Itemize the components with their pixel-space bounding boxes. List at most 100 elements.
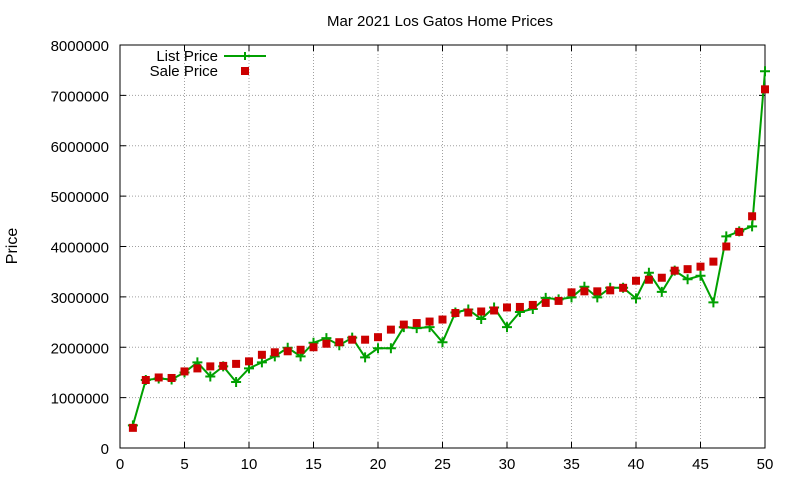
list-price-point: [760, 66, 770, 77]
sale-price-point: [477, 307, 486, 316]
sale-price-point: [503, 303, 511, 312]
sale-price-point: [425, 317, 434, 326]
sale-price-point: [232, 359, 241, 368]
series: [127, 66, 770, 432]
sale-price-point: [735, 227, 744, 236]
sale-price-point: [128, 423, 137, 432]
x-tick-label: 5: [180, 456, 188, 473]
y-tick-label: 7000000: [51, 88, 109, 105]
x-tick-label: 10: [241, 456, 258, 473]
legend-marker-sale-price: [241, 67, 249, 75]
sale-price-point: [644, 275, 653, 284]
y-tick-label: 6000000: [51, 139, 109, 156]
y-tick-label: 2000000: [51, 340, 109, 357]
sale-price-point: [412, 319, 421, 328]
y-tick-label: 8000000: [51, 38, 109, 55]
sale-price-point: [722, 242, 731, 251]
list-price-point: [385, 343, 396, 354]
y-tick-label: 5000000: [51, 189, 109, 206]
grid: [120, 45, 765, 448]
sale-price-point: [567, 288, 576, 297]
sale-price-point: [438, 315, 447, 324]
sale-price-point: [206, 362, 215, 371]
list-price-point: [360, 352, 371, 363]
list-price-point: [708, 297, 719, 308]
list-price-point: [373, 343, 383, 354]
x-tick-label: 50: [757, 456, 774, 473]
y-axis-label: Price: [4, 228, 21, 265]
list-price-point: [721, 231, 732, 242]
legend-marker-list-price: [241, 52, 249, 60]
axis-ticks: 0 5 10 15 20 25 30 35 40 45 50 0 1000000 2000000 30000…: [51, 38, 774, 473]
sale-price-point: [167, 373, 176, 382]
x-tick-label: 35: [563, 456, 580, 473]
x-tick-label: 15: [305, 456, 322, 473]
list-price-point: [231, 377, 242, 388]
sale-price-point: [709, 257, 718, 266]
sale-price-point: [748, 212, 757, 221]
sale-price-point: [554, 296, 563, 305]
sale-price-point: [696, 262, 705, 271]
sale-price-point: [296, 345, 305, 354]
x-tick-label: 0: [116, 456, 124, 473]
sale-price-point: [141, 375, 150, 384]
y-tick-label: 0: [101, 441, 109, 458]
x-tick-label: 40: [628, 456, 645, 473]
sale-price-point: [657, 273, 666, 282]
sale-price-point: [515, 302, 524, 311]
legend: List Price Sale Price: [150, 48, 266, 80]
y-tick-label: 3000000: [51, 290, 109, 307]
sale-price-point: [219, 361, 228, 370]
list-price-point: [682, 274, 693, 285]
y-tick-label: 1000000: [51, 391, 109, 408]
sale-price-point: [386, 325, 395, 334]
sale-price-point: [541, 298, 550, 307]
y-tick-label: 4000000: [51, 240, 109, 257]
sale-price-point: [619, 283, 628, 292]
x-tick-label: 45: [692, 456, 709, 473]
sale-price-point: [245, 357, 253, 366]
list-price-point: [256, 357, 267, 368]
sale-price-point: [632, 276, 640, 285]
sale-price-point: [464, 308, 473, 317]
sale-price-point: [580, 287, 589, 296]
sale-price-point: [528, 300, 537, 309]
list-price-point: [631, 293, 641, 304]
sale-price-point: [335, 338, 344, 347]
legend-label-list-price: List Price: [156, 48, 218, 65]
chart-title: Mar 2021 Los Gatos Home Prices: [327, 13, 553, 30]
sale-price-point: [322, 339, 331, 348]
list-price-point: [502, 322, 512, 333]
sale-price-point: [283, 347, 292, 356]
list-price-point: [656, 286, 667, 297]
sale-price-point: [257, 350, 266, 359]
list-price-point: [747, 221, 758, 232]
x-tick-label: 25: [434, 456, 451, 473]
sale-price-point: [490, 306, 499, 315]
x-tick-label: 30: [499, 456, 516, 473]
sale-price-point: [309, 343, 318, 352]
x-tick-label: 20: [370, 456, 387, 473]
sale-price-point: [193, 364, 202, 373]
sale-price-point: [348, 335, 357, 344]
sale-price-point: [270, 348, 279, 357]
legend-label-sale-price: Sale Price: [150, 63, 218, 80]
sale-price-point: [670, 266, 679, 275]
sale-price-point: [606, 286, 615, 295]
list-price-point: [695, 270, 706, 281]
list-price-point: [476, 314, 487, 325]
sale-price-point: [399, 320, 408, 329]
sale-price-point: [180, 367, 189, 376]
list-price-line: [131, 71, 766, 426]
sale-price-point: [761, 85, 769, 94]
sale-price-point: [593, 287, 602, 296]
sale-price-point: [154, 373, 163, 382]
sale-price-point: [361, 335, 370, 344]
sale-price-point: [374, 333, 382, 342]
list-price-point: [205, 371, 216, 382]
sale-price-point: [683, 265, 692, 274]
sale-price-point: [451, 308, 460, 317]
list-price-point: [437, 337, 448, 348]
